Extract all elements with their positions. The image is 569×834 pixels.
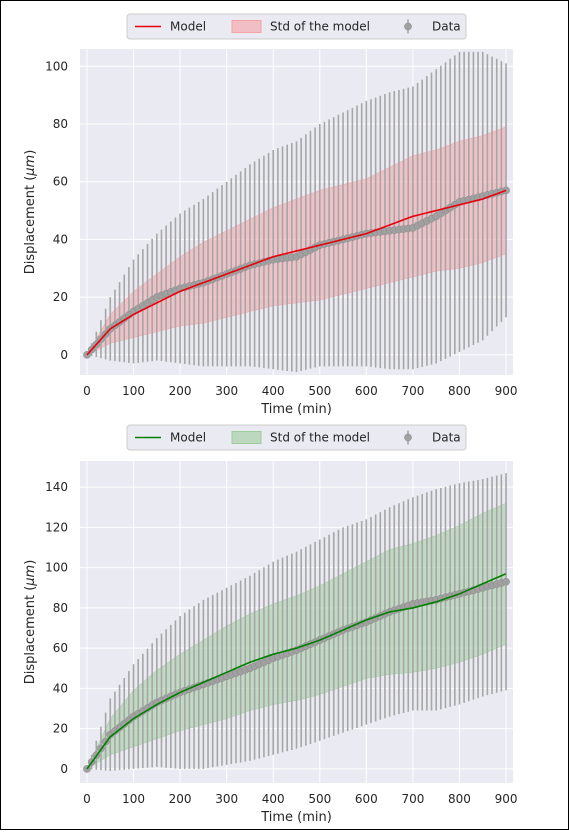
x-tick-label: 300 bbox=[215, 384, 238, 398]
y-tick-label: 20 bbox=[53, 722, 68, 736]
y-tick-label: 80 bbox=[53, 117, 68, 131]
y-tick-label: 40 bbox=[53, 232, 68, 246]
y-tick-label: 80 bbox=[53, 601, 68, 615]
x-tick-label: 400 bbox=[262, 792, 285, 806]
x-tick-label: 700 bbox=[401, 792, 424, 806]
x-tick-label: 200 bbox=[169, 384, 192, 398]
y-tick-label: 0 bbox=[60, 348, 68, 362]
y-tick-label: 100 bbox=[45, 59, 68, 73]
x-tick-label: 400 bbox=[262, 384, 285, 398]
chart-panel-top: 0 100 200 300 400 500 600 700 800 900 0 20 40 60 80 100… bbox=[23, 13, 518, 417]
y-tick-label: 20 bbox=[53, 290, 68, 304]
x-axis-label: Time (min) bbox=[260, 810, 332, 825]
x-tick-label: 300 bbox=[215, 792, 238, 806]
chart-panel-bottom: 0 100 200 300 400 500 600 700 800 900 0 20 40 60 80 100… bbox=[23, 424, 518, 825]
x-tick-label: 700 bbox=[401, 384, 424, 398]
x-tick-label: 0 bbox=[83, 792, 91, 806]
y-axis-label-text: Displacement ( bbox=[23, 586, 38, 685]
x-tick-label: 500 bbox=[308, 384, 331, 398]
legend-model-label: Model bbox=[170, 431, 206, 445]
y-tick-label: 100 bbox=[45, 561, 68, 575]
legend-box bbox=[126, 13, 467, 40]
y-tick-label: 60 bbox=[53, 641, 68, 655]
data-point bbox=[502, 577, 510, 586]
y-tick-label: 60 bbox=[53, 175, 68, 189]
y-axis-label: Displacement (μm) bbox=[23, 150, 38, 275]
legend-data-label: Data bbox=[432, 431, 461, 445]
y-tick-label: 40 bbox=[53, 681, 68, 695]
x-tick-label: 100 bbox=[122, 792, 145, 806]
y-axis-label-unit: μm bbox=[23, 565, 38, 587]
y-axis-label-close: ) bbox=[23, 150, 38, 155]
y-tick-label: 0 bbox=[60, 762, 68, 776]
y-axis-label: Displacement (μm) bbox=[23, 560, 38, 685]
x-tick-label: 900 bbox=[495, 384, 518, 398]
y-tick-label: 120 bbox=[45, 520, 68, 534]
x-tick-label: 500 bbox=[308, 792, 331, 806]
model-line bbox=[86, 189, 507, 356]
legend-model-label: Model bbox=[170, 20, 206, 34]
y-axis-label-close: ) bbox=[23, 560, 38, 565]
model-line bbox=[86, 572, 507, 770]
legend-data-marker bbox=[404, 22, 412, 31]
x-axis-label: Time (min) bbox=[260, 402, 332, 417]
legend-std-label: Std of the model bbox=[270, 431, 370, 445]
legend-std-label: Std of the model bbox=[270, 20, 370, 34]
x-tick-label: 600 bbox=[355, 792, 378, 806]
legend: Model Std of the model Data bbox=[126, 13, 467, 40]
data-point bbox=[502, 186, 510, 195]
x-tick-label: 0 bbox=[83, 384, 91, 398]
x-tick-label: 200 bbox=[169, 792, 192, 806]
legend: Model Std of the model Data bbox=[126, 424, 467, 451]
legend-data-label: Data bbox=[432, 20, 461, 34]
legend-std-swatch bbox=[231, 20, 262, 33]
x-tick-label: 600 bbox=[355, 384, 378, 398]
y-axis-label-unit: μm bbox=[23, 155, 38, 177]
y-tick-label: 140 bbox=[45, 480, 68, 494]
legend-std-swatch bbox=[231, 431, 262, 444]
x-tick-label: 100 bbox=[122, 384, 145, 398]
x-tick-label: 800 bbox=[448, 792, 471, 806]
x-tick-label: 800 bbox=[448, 384, 471, 398]
legend-box bbox=[126, 424, 467, 451]
y-axis-label-text: Displacement ( bbox=[23, 176, 38, 275]
x-tick-label: 900 bbox=[495, 792, 518, 806]
legend-data-marker bbox=[404, 433, 412, 442]
